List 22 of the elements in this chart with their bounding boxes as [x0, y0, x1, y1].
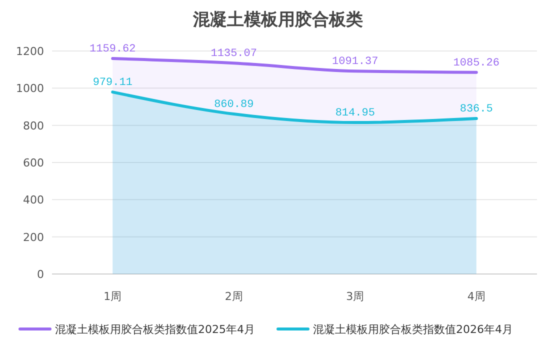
chart-title: 混凝土模板用胶合板类 [192, 10, 363, 30]
data-label: 814.95 [335, 108, 375, 120]
y-tick-label: 600 [23, 156, 44, 170]
y-tick-label: 0 [37, 268, 44, 281]
y-tick-label: 800 [23, 119, 44, 132]
x-tick-label: 4周 [467, 290, 486, 303]
data-label: 979.11 [92, 77, 133, 90]
data-label: 1159.62 [90, 44, 136, 56]
y-tick-label: 200 [23, 230, 44, 244]
y-tick-label: 1000 [16, 82, 44, 96]
x-tick-label: 1周 [104, 290, 122, 303]
legend-label: 混凝土模板用胶合板类指数值2025年4月 [55, 323, 255, 336]
y-tick-label: 400 [23, 194, 44, 207]
data-label: 836.5 [460, 104, 493, 116]
data-label: 1085.26 [453, 57, 500, 70]
data-label: 1091.37 [332, 56, 378, 68]
x-tick-label: 2周 [224, 290, 243, 303]
data-label: 860.89 [214, 99, 254, 112]
legend-label: 混凝土模板用胶合板类指数值2026年4月 [313, 323, 513, 336]
x-tick-label: 3周 [346, 290, 364, 303]
y-tick-label: 1200 [16, 45, 44, 58]
data-label: 1135.07 [210, 48, 257, 60]
